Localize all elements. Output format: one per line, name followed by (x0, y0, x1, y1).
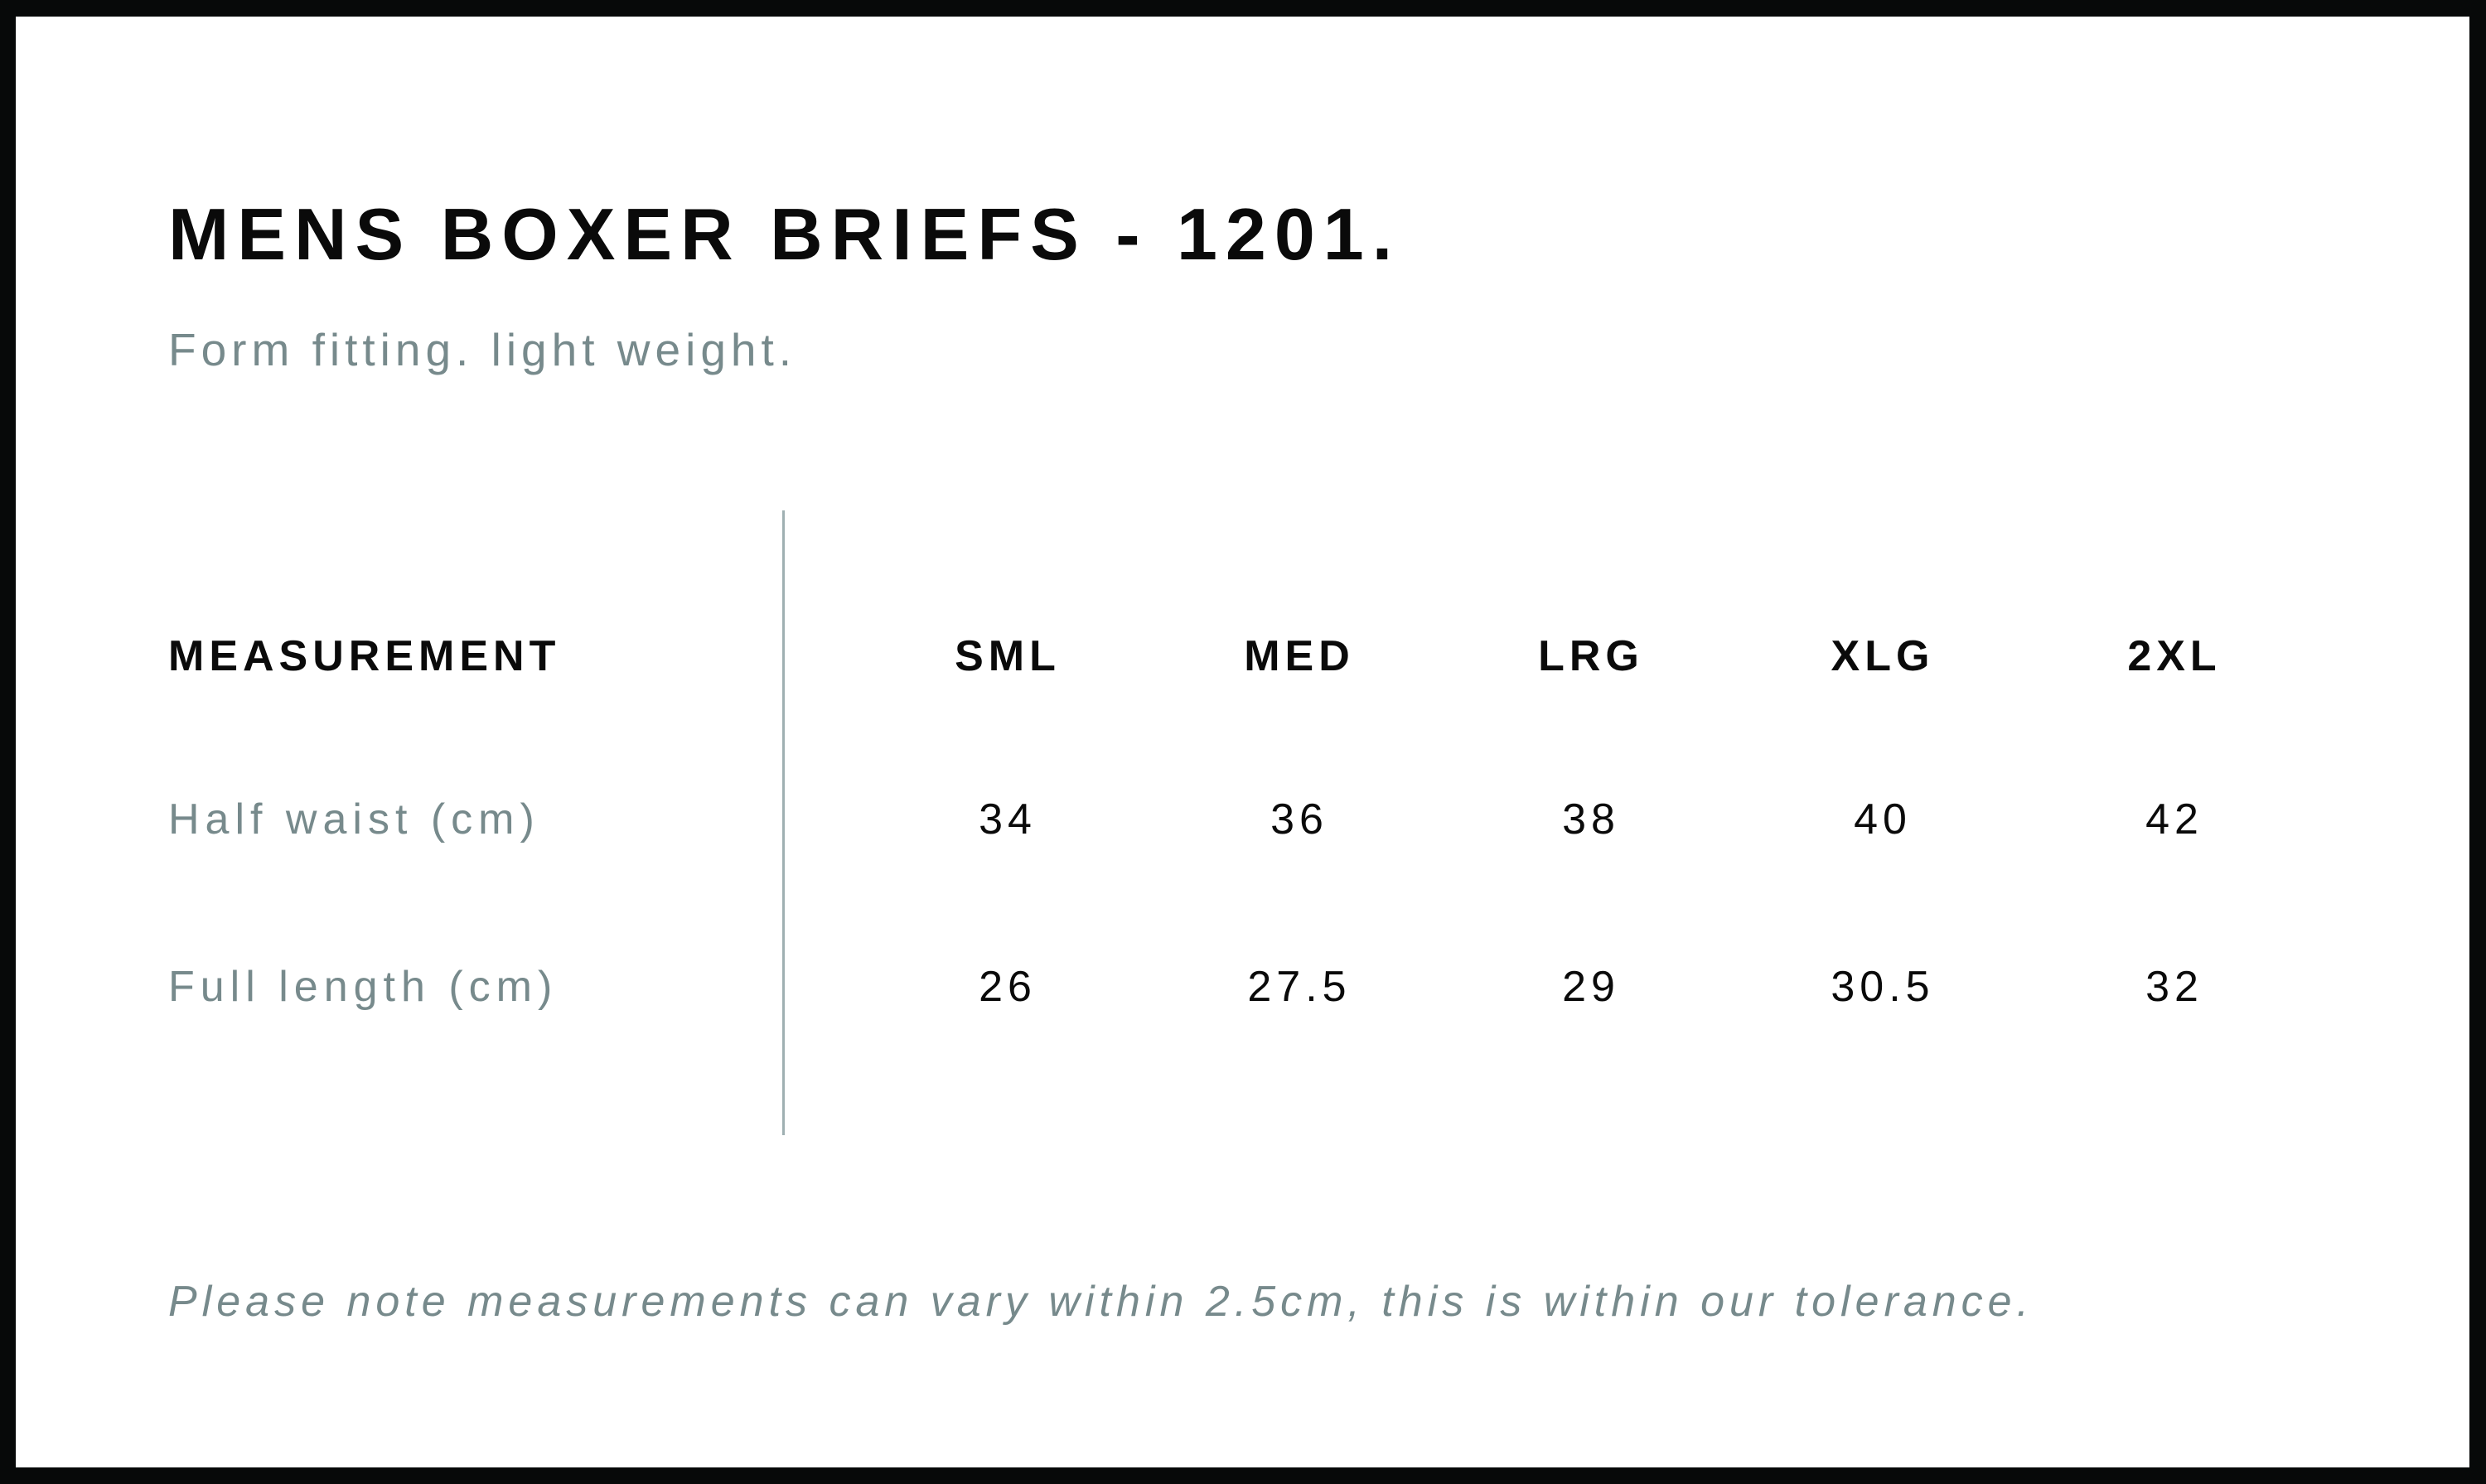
row-label-full-length: Full length (cm) (168, 963, 559, 1011)
header-xlg: XLG (1831, 632, 1935, 680)
header-2xl: 2XL (2127, 632, 2222, 680)
cell-full-length-xlg: 30.5 (1831, 963, 1935, 1011)
product-subtitle: Form fitting. light weight. (168, 324, 797, 375)
cell-half-waist-xlg: 40 (1854, 795, 1912, 844)
row-label-half-waist: Half waist (cm) (168, 795, 540, 844)
header-med: MED (1244, 632, 1355, 680)
cell-half-waist-lrg: 38 (1562, 795, 1620, 844)
cell-full-length-med: 27.5 (1247, 963, 1352, 1011)
cell-half-waist-med: 36 (1270, 795, 1328, 844)
cell-full-length-lrg: 29 (1562, 963, 1620, 1011)
header-lrg: LRG (1538, 632, 1644, 680)
column-divider (782, 510, 785, 1135)
cell-full-length-2xl: 32 (2145, 963, 2203, 1011)
header-sml: SML (955, 632, 1061, 680)
header-measurement: MEASUREMENT (168, 632, 561, 680)
cell-half-waist-sml: 34 (979, 795, 1037, 844)
cell-full-length-sml: 26 (979, 963, 1037, 1011)
tolerance-note: Please note measurements can vary within… (168, 1278, 2034, 1326)
size-chart-card: MENS BOXER BRIEFS - 1201. Form fitting. … (16, 17, 2469, 1467)
product-title: MENS BOXER BRIEFS - 1201. (168, 193, 1401, 275)
cell-half-waist-2xl: 42 (2145, 795, 2203, 844)
